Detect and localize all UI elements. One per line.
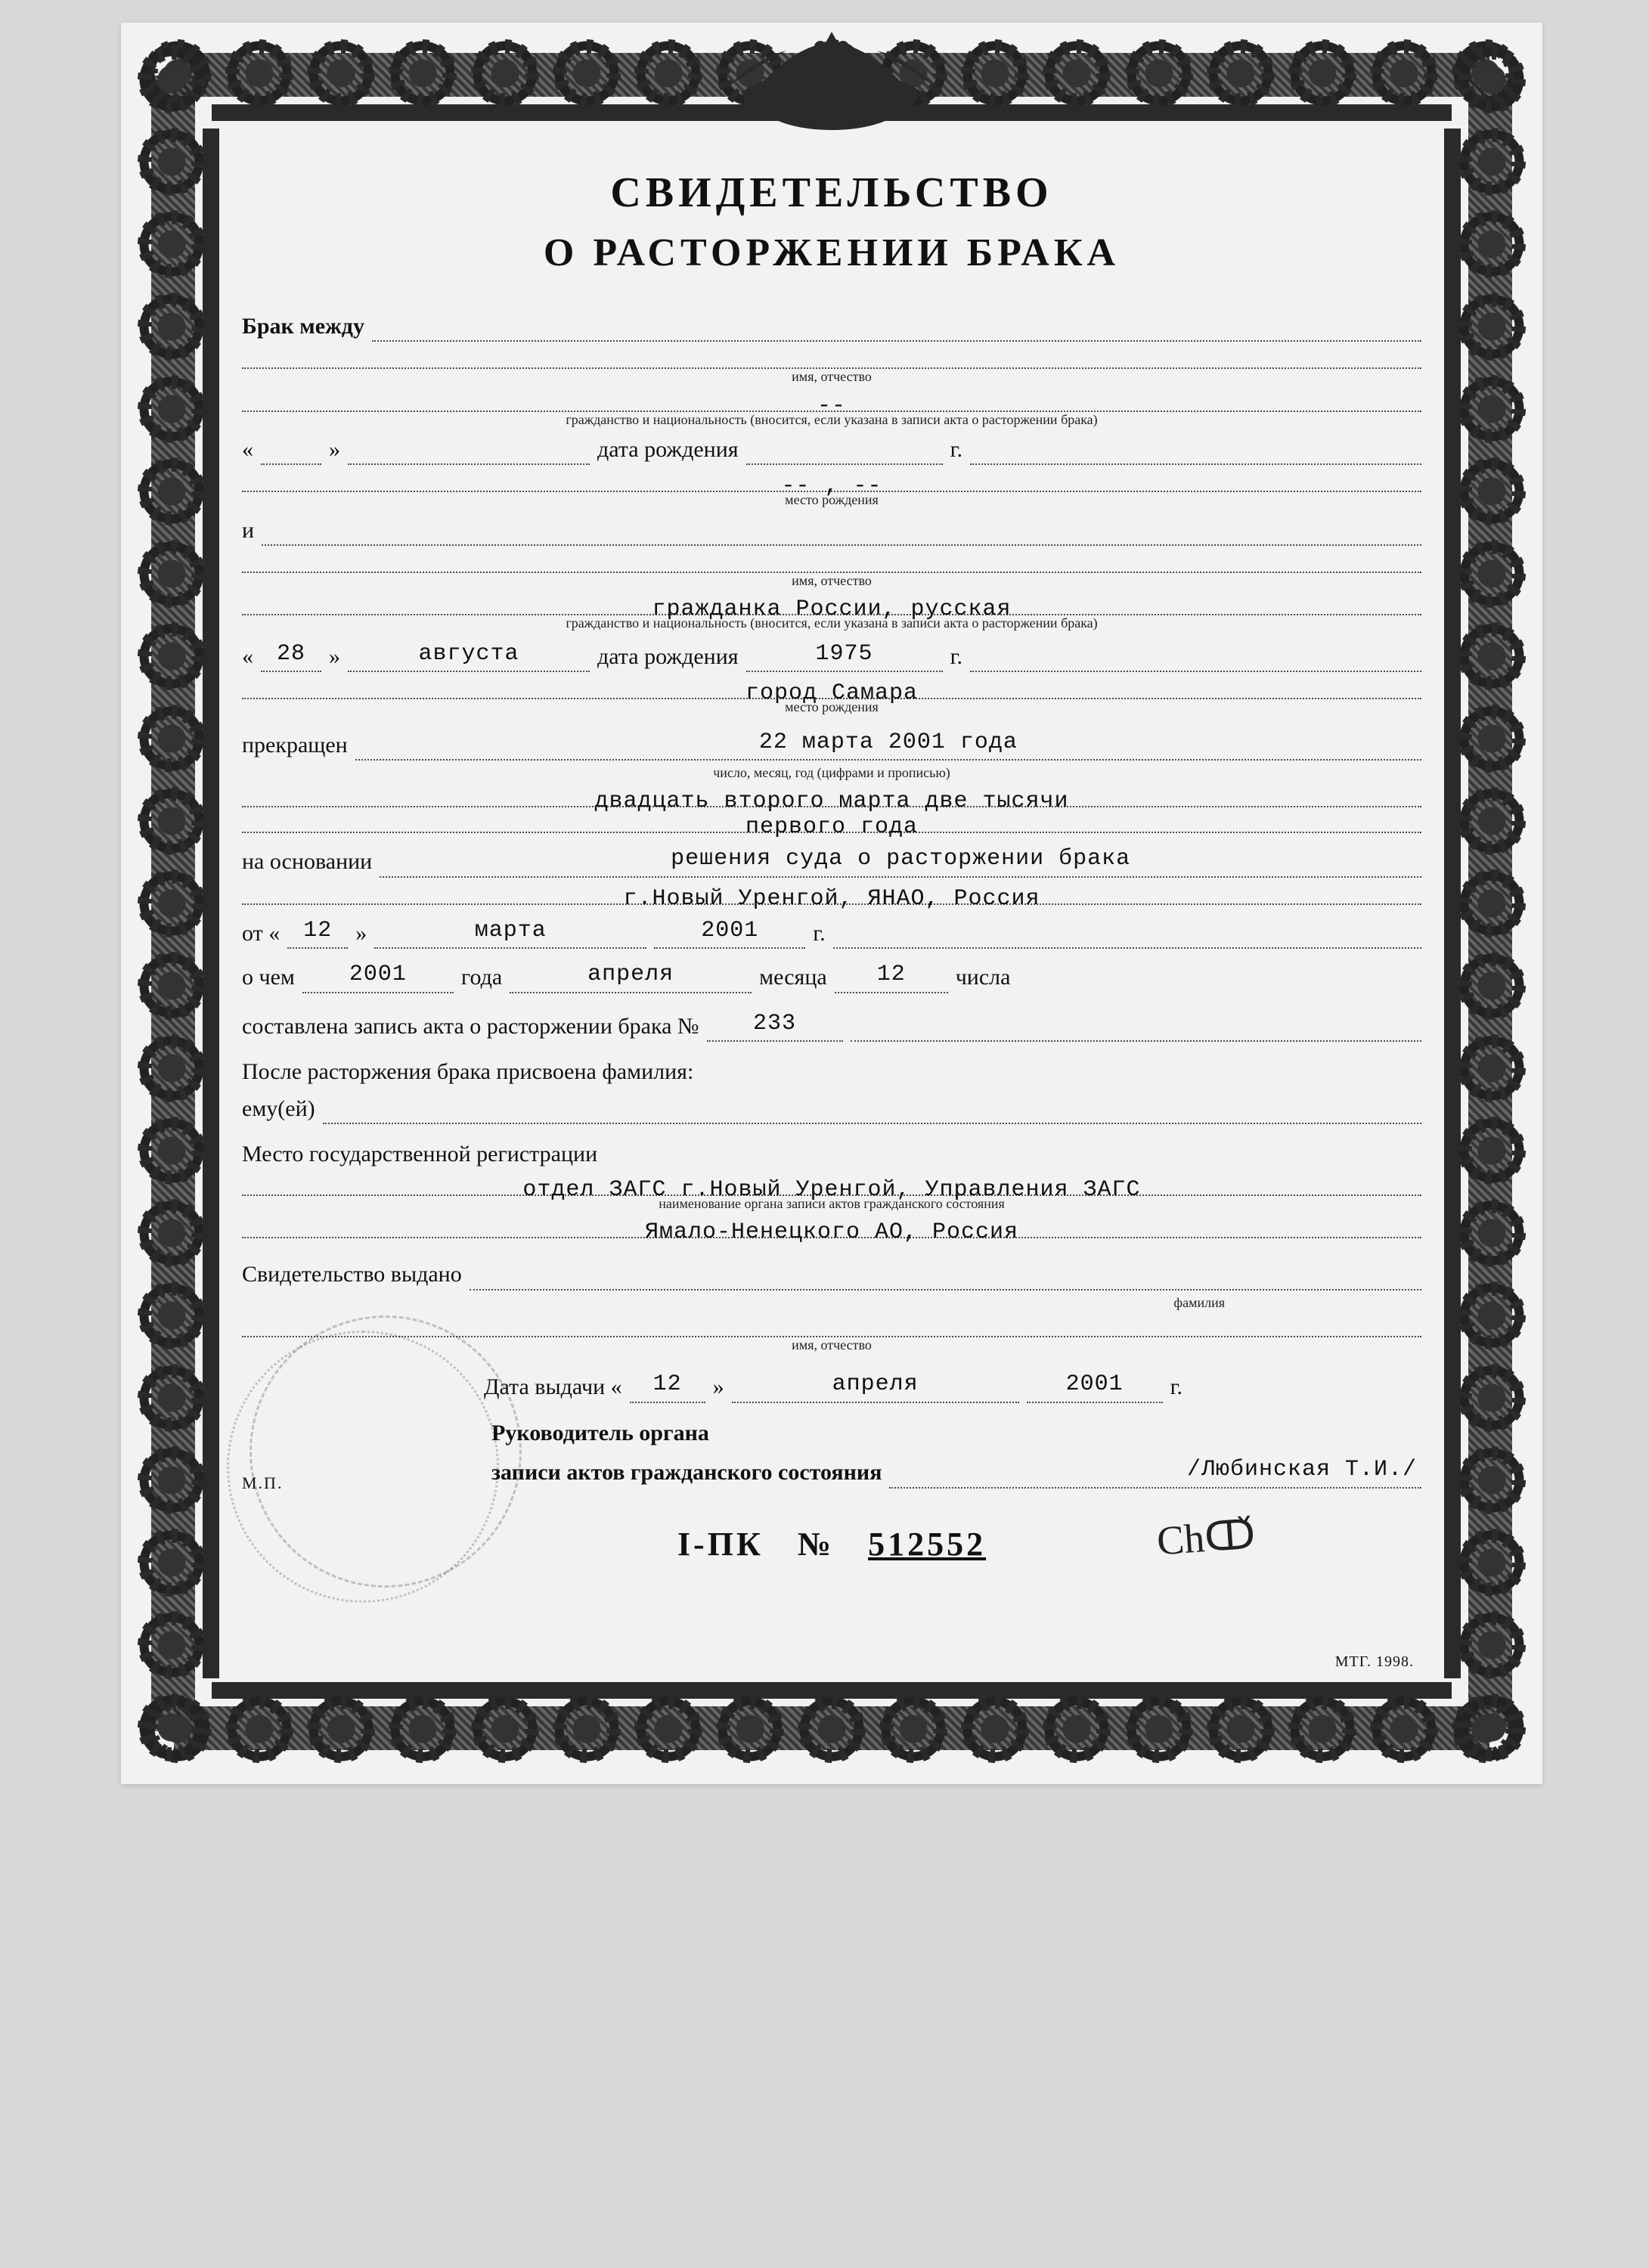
label-head2: записи актов гражданского состояния xyxy=(491,1458,882,1489)
decision-year: 2001 xyxy=(654,916,805,950)
hint-pob2: место рождения xyxy=(242,698,1421,716)
label-issued: Свидетельство выдано xyxy=(242,1259,462,1290)
label-record: составлена запись акта о расторжении бра… xyxy=(242,1012,699,1043)
party1-dob-day xyxy=(261,444,321,465)
hint-pob1: место рождения xyxy=(242,491,1421,509)
rosette-row-bottom xyxy=(144,1695,1520,1763)
label-between: Брак между xyxy=(242,311,364,342)
label-issuedate-close: » xyxy=(713,1372,724,1403)
seal-icon xyxy=(250,1315,522,1588)
party2-citizenship: гражданка России, русская xyxy=(242,594,1421,615)
footer-mark: МТГ. 1998. xyxy=(1335,1653,1414,1671)
registry2: Ямало-Ненецкого АО, Россия xyxy=(242,1217,1421,1238)
label-surname-assigned: После расторжения брака присвоена фамили… xyxy=(242,1057,1421,1088)
rosette-col-left xyxy=(138,45,206,1761)
label-g2: г. xyxy=(950,642,962,673)
label-year: года xyxy=(461,962,502,993)
party2-dob-year: 1975 xyxy=(746,639,943,673)
hint-name2: имя, отчество xyxy=(242,572,1421,590)
label-regplace: Место государственной регистрации xyxy=(242,1139,1421,1170)
record-number: 233 xyxy=(707,1009,843,1043)
certificate: СВИДЕТЕЛЬСТВО О РАСТОРЖЕНИИ БРАКА Брак м… xyxy=(121,23,1542,1784)
page: СВИДЕТЕЛЬСТВО О РАСТОРЖЕНИИ БРАКА Брак м… xyxy=(0,0,1649,2268)
party1-surname xyxy=(372,321,1421,342)
hint-datewords: число, месяц, год (цифрами и прописью) xyxy=(242,764,1421,782)
label-basis: на основании xyxy=(242,847,372,878)
label-head1: Руководитель органа xyxy=(491,1418,1421,1449)
title: СВИДЕТЕЛЬСТВО xyxy=(242,165,1421,222)
hint-citizenship2: гражданство и национальность (вносится, … xyxy=(242,614,1421,632)
label-himher: ему(ей) xyxy=(242,1094,315,1125)
hint-citizenship1: гражданство и национальность (вносится, … xyxy=(242,411,1421,429)
label-about: о чем xyxy=(242,962,295,993)
issued-surname xyxy=(470,1269,1421,1290)
label-and: и xyxy=(242,516,254,547)
party1-name xyxy=(242,348,1421,369)
coat-of-arms-icon xyxy=(711,17,953,145)
party2-surname xyxy=(262,525,1421,546)
party2-dob-month: августа xyxy=(348,639,590,673)
issue-month: апреля xyxy=(732,1369,1019,1403)
label-dob1: дата рождения xyxy=(597,435,739,466)
record-month: апреля xyxy=(510,959,752,993)
label-g4: г. xyxy=(1170,1372,1183,1403)
record-day: 12 xyxy=(835,959,948,993)
basis1: решения суда о расторжении брака xyxy=(380,844,1421,878)
registry1: отдел ЗАГС г.Новый Уренгой, Управления З… xyxy=(242,1175,1421,1196)
decision-month: марта xyxy=(374,916,646,950)
number: 512552 xyxy=(868,1526,986,1563)
series-label: № xyxy=(798,1526,834,1563)
label-dob2: дата рождения xyxy=(597,642,739,673)
party2-name xyxy=(242,552,1421,573)
label-from-close: » xyxy=(355,919,367,950)
hint-name1: имя, отчество xyxy=(242,367,1421,386)
label-month: месяца xyxy=(759,962,827,993)
party1-pob: -- , -- xyxy=(242,471,1421,492)
label-day: числа xyxy=(956,962,1011,993)
party1-citizenship: -- xyxy=(242,391,1421,412)
party2-dob-day: 28 xyxy=(261,639,321,673)
series: I-ПК xyxy=(677,1526,764,1563)
issue-day: 12 xyxy=(630,1369,705,1403)
label-g3: г. xyxy=(813,919,825,950)
record-year: 2001 xyxy=(302,959,454,993)
basis2: г.Новый Уренгой, ЯНАО, Россия xyxy=(242,884,1421,905)
label-terminated: прекращен xyxy=(242,730,348,761)
terminated-words2: первого года xyxy=(242,812,1421,833)
party1-dob-month xyxy=(348,444,590,465)
decision-day: 12 xyxy=(287,916,348,950)
issue-year: 2001 xyxy=(1027,1369,1163,1403)
label-g1: г. xyxy=(950,435,962,466)
assigned-surname xyxy=(323,1103,1421,1124)
label-from-open: от « xyxy=(242,919,280,950)
hint-surname: фамилия xyxy=(242,1294,1421,1312)
party1-dob-year xyxy=(746,444,943,465)
subtitle: О РАСТОРЖЕНИИ БРАКА xyxy=(242,227,1421,280)
signature-icon: Chↀ̌ xyxy=(1155,1510,1257,1565)
terminated-date-num: 22 марта 2001 года xyxy=(355,727,1421,761)
party2-pob: город Самара xyxy=(242,678,1421,699)
terminated-words1: двадцать второго марта две тысячи xyxy=(242,786,1421,807)
rosette-col-right xyxy=(1458,45,1526,1761)
registrar-name: /Любинская Т.И./ xyxy=(889,1455,1421,1489)
hint-registry: наименование органа записи актов граждан… xyxy=(242,1194,1421,1213)
